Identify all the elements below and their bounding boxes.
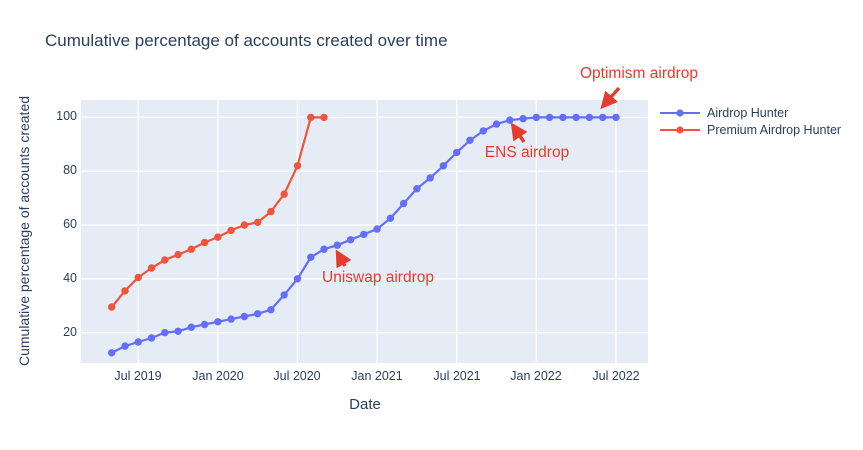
- series-premium-airdrop-hunter: [108, 113, 328, 311]
- data-point-marker: [240, 221, 249, 229]
- data-point-marker: [293, 162, 302, 170]
- data-point-marker: [267, 306, 275, 314]
- y-tick-label: 80: [63, 163, 77, 177]
- annotation-uniswap: Uniswap airdrop: [322, 269, 434, 286]
- data-point-marker: [240, 312, 249, 321]
- data-point-marker: [333, 241, 341, 249]
- data-point-marker: [187, 245, 195, 253]
- data-point-marker: [121, 287, 129, 295]
- data-point-marker: [572, 113, 580, 122]
- x-tick-label: Jan 2021: [351, 369, 403, 383]
- x-tick-label: Jan 2022: [510, 369, 562, 383]
- x-tick-label: Jul 2020: [273, 369, 321, 383]
- data-point-marker: [174, 327, 182, 335]
- data-point-marker: [200, 238, 209, 247]
- data-point-marker: [307, 113, 315, 122]
- data-point-marker: [559, 113, 567, 122]
- data-point-marker: [519, 115, 527, 123]
- data-point-marker: [108, 303, 116, 311]
- data-point-marker: [599, 113, 607, 122]
- data-point-marker: [161, 328, 169, 337]
- data-point-marker: [280, 190, 288, 198]
- data-point-marker: [360, 230, 368, 239]
- data-point-marker: [585, 113, 594, 122]
- data-point-marker: [134, 273, 142, 282]
- legend-label: Premium Airdrop Hunter: [707, 123, 842, 137]
- data-point-marker: [174, 250, 182, 259]
- data-point-marker: [373, 225, 381, 233]
- legend-swatch-blue: [660, 109, 700, 117]
- data-point-marker: [532, 113, 540, 122]
- data-point-marker: [466, 136, 474, 144]
- data-point-marker: [267, 207, 275, 216]
- x-tick-label: Jul 2019: [114, 369, 162, 383]
- y-tick-label: 40: [63, 271, 77, 285]
- annotation-arrow-ens: [510, 122, 528, 143]
- data-point-marker: [320, 113, 328, 122]
- legend-label: Airdrop Hunter: [707, 106, 789, 120]
- x-tick-label: Jul 2022: [592, 369, 640, 383]
- annotation-ens: ENS airdrop: [484, 143, 570, 161]
- data-point-marker: [545, 113, 554, 122]
- data-point-marker: [280, 291, 288, 299]
- data-point-marker: [161, 256, 169, 264]
- series-airdrop-hunter: [108, 113, 620, 357]
- data-point-marker: [147, 334, 156, 342]
- y-tick-label: 60: [63, 217, 77, 231]
- annotation-optimism: Optimism airdrop: [580, 65, 698, 82]
- x-tick-label: Jul 2021: [433, 369, 481, 383]
- data-point-marker: [227, 315, 235, 323]
- data-point-marker: [214, 318, 222, 326]
- data-point-marker: [426, 174, 434, 182]
- data-point-marker: [293, 275, 302, 283]
- legend-item-premium-airdrop-hunter[interactable]: Premium Airdrop Hunter: [659, 123, 841, 137]
- data-point-marker: [346, 236, 355, 244]
- data-point-marker: [254, 310, 262, 318]
- chart-title: Cumulative percentage of accounts create…: [45, 31, 448, 50]
- data-point-marker: [254, 218, 262, 226]
- data-point-marker: [200, 320, 209, 329]
- data-point-marker: [506, 116, 514, 124]
- x-tick-label: Jan 2020: [192, 369, 244, 383]
- data-point-marker: [147, 264, 156, 272]
- data-point-marker: [479, 127, 487, 135]
- x-axis-title: Date: [349, 396, 381, 413]
- data-point-marker: [307, 253, 315, 261]
- data-point-marker: [453, 148, 461, 157]
- data-point-marker: [121, 342, 129, 350]
- data-point-marker: [399, 199, 408, 208]
- legend: Airdrop Hunter Premium Airdrop Hunter: [659, 106, 841, 137]
- data-point-marker: [214, 233, 222, 241]
- data-point-marker: [227, 226, 235, 235]
- data-point-marker: [492, 120, 501, 128]
- legend-swatch-red: [660, 126, 700, 134]
- data-point-marker: [413, 185, 421, 193]
- annotation-arrow-optimism: [600, 86, 621, 110]
- data-point-marker: [134, 338, 142, 346]
- y-tick-label: 100: [56, 109, 77, 123]
- annotation-arrow-uniswap: [335, 249, 352, 269]
- data-point-marker: [108, 349, 116, 357]
- y-axis-title: Cumulative percentage of accounts create…: [16, 95, 32, 367]
- data-point-marker: [612, 113, 620, 122]
- data-point-marker: [439, 162, 448, 170]
- y-tick-label: 20: [63, 325, 77, 339]
- data-point-marker: [187, 323, 195, 331]
- data-point-marker: [386, 214, 395, 222]
- legend-item-airdrop-hunter[interactable]: Airdrop Hunter: [659, 106, 841, 120]
- data-point-marker: [320, 245, 328, 253]
